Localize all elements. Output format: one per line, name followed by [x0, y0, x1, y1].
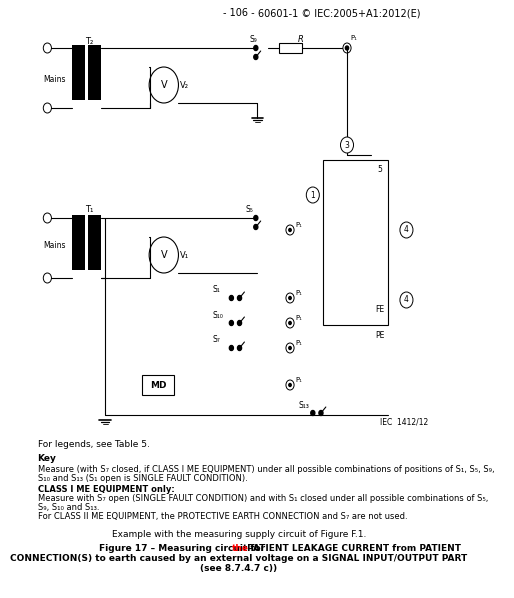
- Circle shape: [289, 297, 291, 300]
- Circle shape: [286, 293, 294, 303]
- Text: 4: 4: [404, 295, 409, 304]
- Circle shape: [237, 321, 242, 325]
- Bar: [72, 45, 85, 100]
- Circle shape: [43, 43, 51, 53]
- Text: V₁: V₁: [180, 251, 189, 260]
- Text: R: R: [298, 35, 304, 44]
- Circle shape: [43, 103, 51, 113]
- Text: IEC  1412/12: IEC 1412/12: [379, 417, 428, 426]
- Circle shape: [254, 215, 258, 221]
- Circle shape: [254, 224, 258, 230]
- Text: P₁: P₁: [296, 315, 303, 321]
- Text: 1: 1: [310, 191, 315, 200]
- Text: Measure with S₇ open (SINGLE FAULT CONDITION) and with S₁ closed under all possi: Measure with S₇ open (SINGLE FAULT CONDI…: [38, 494, 488, 503]
- Text: P₁: P₁: [296, 377, 303, 383]
- Circle shape: [43, 273, 51, 283]
- Text: Measure (with S₇ closed, if CLASS I ME EQUIPMENT) under all possible combination: Measure (with S₇ closed, if CLASS I ME E…: [38, 465, 494, 474]
- Circle shape: [254, 45, 258, 50]
- Circle shape: [229, 321, 233, 325]
- Circle shape: [254, 54, 258, 59]
- Text: S₁: S₁: [213, 285, 221, 294]
- Text: P₁: P₁: [296, 340, 303, 346]
- Circle shape: [43, 213, 51, 223]
- Text: MD: MD: [150, 380, 167, 389]
- Text: S₁₀ and S₁₃ (S₁ open is SINGLE FAULT CONDITION).: S₁₀ and S₁₃ (S₁ open is SINGLE FAULT CON…: [38, 474, 247, 483]
- Circle shape: [149, 237, 178, 273]
- Bar: [323, 160, 388, 325]
- Circle shape: [286, 380, 294, 390]
- Circle shape: [289, 383, 291, 386]
- Text: V: V: [160, 80, 167, 90]
- Circle shape: [229, 346, 233, 350]
- Circle shape: [149, 67, 178, 103]
- Text: V: V: [160, 250, 167, 260]
- Text: Mains: Mains: [43, 75, 66, 84]
- Circle shape: [286, 225, 294, 235]
- Text: S₉: S₉: [249, 35, 257, 44]
- Circle shape: [237, 295, 242, 301]
- Circle shape: [311, 410, 315, 416]
- Bar: [335, 165, 358, 185]
- Text: 60601-1 © IEC:2005+A1:2012(E): 60601-1 © IEC:2005+A1:2012(E): [258, 8, 420, 18]
- Text: PATIENT LEAKAGE CURRENT from PATIENT: PATIENT LEAKAGE CURRENT from PATIENT: [244, 544, 461, 553]
- Text: Figure 17 – Measuring circuit for: Figure 17 – Measuring circuit for: [99, 544, 268, 553]
- Circle shape: [286, 318, 294, 328]
- Bar: [88, 215, 101, 270]
- Text: S₁₀: S₁₀: [213, 310, 224, 319]
- Circle shape: [340, 137, 354, 153]
- Text: Mains: Mains: [43, 240, 66, 249]
- Text: Key: Key: [38, 454, 57, 463]
- Circle shape: [289, 228, 291, 231]
- Circle shape: [229, 295, 233, 301]
- Bar: [72, 215, 85, 270]
- Text: 3: 3: [344, 141, 350, 150]
- Text: P₁: P₁: [296, 290, 303, 296]
- Text: T₁: T₁: [85, 206, 93, 215]
- Text: S₉, S₁₀ and S₁₃.: S₉, S₁₀ and S₁₃.: [38, 503, 99, 512]
- Text: CONNECTION(S) to earth caused by an external voltage on a SIGNAL INPUT/OUTPUT PA: CONNECTION(S) to earth caused by an exte…: [10, 554, 467, 563]
- Circle shape: [343, 43, 351, 53]
- Text: PE: PE: [376, 331, 385, 340]
- Text: (see 8.7.4.7 c)): (see 8.7.4.7 c)): [200, 564, 277, 573]
- Text: For CLASS II ME EQUIPMENT, the PROTECTIVE EARTH CONNECTION and S₇ are not used.: For CLASS II ME EQUIPMENT, the PROTECTIV…: [38, 512, 407, 521]
- Text: S₇: S₇: [213, 335, 221, 344]
- Text: 5: 5: [377, 166, 382, 175]
- Circle shape: [345, 46, 348, 50]
- Circle shape: [319, 410, 323, 416]
- Circle shape: [289, 346, 291, 349]
- Text: S₁₃: S₁₃: [298, 401, 309, 410]
- Circle shape: [400, 222, 413, 238]
- Bar: [343, 225, 350, 280]
- Text: T₂: T₂: [85, 38, 93, 47]
- Circle shape: [373, 162, 386, 178]
- Text: the: the: [231, 544, 248, 553]
- Bar: [142, 375, 174, 395]
- Text: 4: 4: [404, 225, 409, 234]
- Circle shape: [289, 322, 291, 325]
- Circle shape: [286, 343, 294, 353]
- Circle shape: [400, 292, 413, 308]
- Text: P₁: P₁: [350, 35, 357, 41]
- Circle shape: [237, 346, 242, 350]
- Circle shape: [306, 187, 319, 203]
- Text: P₁: P₁: [296, 222, 303, 228]
- Text: For legends, see Table 5.: For legends, see Table 5.: [38, 440, 150, 449]
- Bar: [88, 45, 101, 100]
- Text: - 106 -: - 106 -: [223, 8, 254, 18]
- Text: V₂: V₂: [180, 81, 189, 90]
- Text: FE: FE: [376, 306, 384, 315]
- Text: S₅: S₅: [245, 206, 253, 215]
- Text: CLASS I ME EQUIPMENT only:: CLASS I ME EQUIPMENT only:: [38, 485, 174, 494]
- Bar: [280, 43, 302, 53]
- Bar: [358, 225, 364, 280]
- Text: Example with the measuring supply circuit of Figure F.1.: Example with the measuring supply circui…: [112, 530, 366, 539]
